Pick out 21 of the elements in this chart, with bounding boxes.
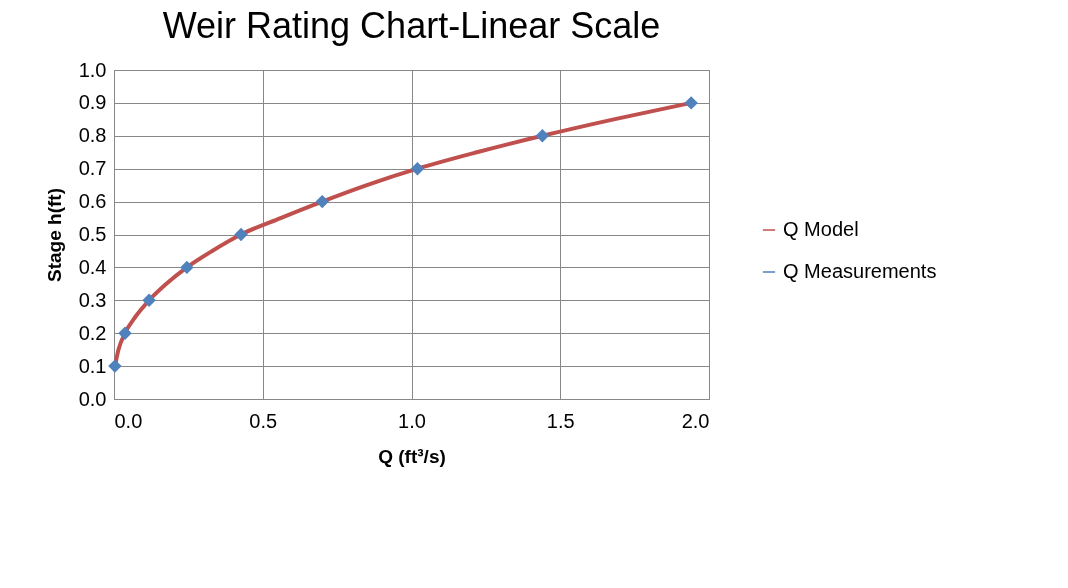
y-tick-label: 0.8: [78, 124, 107, 147]
y-tick-label: 0.6: [78, 190, 107, 213]
y-axis-title: Stage h(ft): [43, 188, 65, 282]
x-tick-label: 0.0: [114, 409, 143, 432]
y-tick-label: 1.0: [78, 58, 107, 81]
x-tick-label: 2.0: [681, 409, 710, 432]
y-tick-label: 0.3: [78, 288, 107, 311]
legend-label: Q Model: [783, 218, 859, 240]
y-tick-label: 0.2: [78, 321, 107, 344]
x-tick-label: 1.5: [546, 409, 575, 432]
y-tick-label: 0.7: [78, 157, 107, 180]
x-tick-label: 1.0: [398, 409, 426, 432]
legend-label: Q Measurements: [783, 260, 937, 282]
x-axis-title: Q (ft³/s): [378, 445, 446, 467]
y-tick-label: 0.0: [78, 387, 107, 410]
y-tick-label: 0.9: [78, 91, 107, 114]
chart-title: Weir Rating Chart-Linear Scale: [162, 5, 661, 46]
y-tick-label: 0.1: [78, 354, 107, 377]
x-tick-label: 0.5: [249, 409, 278, 432]
y-tick-label: 0.5: [78, 223, 107, 245]
y-tick-label: 0.4: [78, 255, 107, 278]
